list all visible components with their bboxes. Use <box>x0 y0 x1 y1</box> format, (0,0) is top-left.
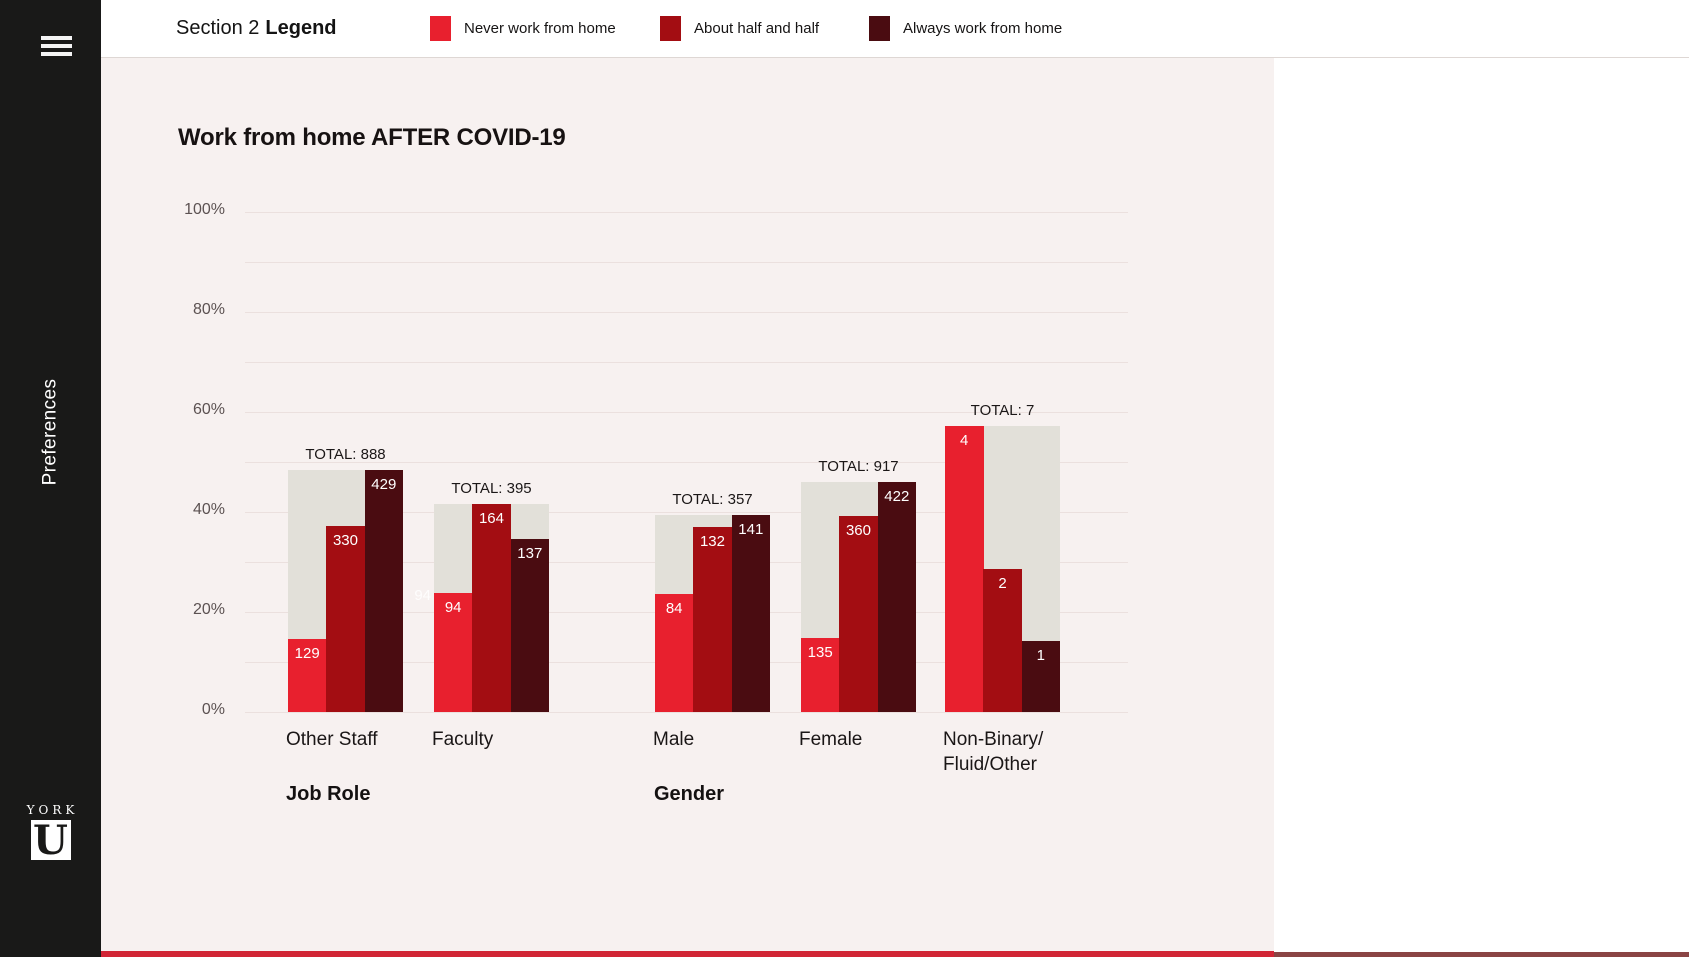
bar-male-half[interactable] <box>693 527 733 712</box>
bar-value-label: 135 <box>807 644 833 662</box>
logo-u-icon: U <box>30 820 71 862</box>
section-title-regular: Section 2 <box>176 17 260 39</box>
legend-swatch-icon <box>430 16 451 41</box>
total-label-faculty: TOTAL: 395 <box>451 480 532 498</box>
footer-strip-left <box>101 951 1274 957</box>
total-label-male: TOTAL: 357 <box>672 490 753 508</box>
y-axis-tick-label: 80% <box>192 301 225 318</box>
bar-value-label: 1 <box>1036 646 1045 664</box>
bar-non-binary-fluid-other-never[interactable] <box>945 426 984 712</box>
gridline <box>245 262 1128 263</box>
gridline <box>245 412 1128 413</box>
menu-icon-bar <box>41 36 72 40</box>
bar-female-half[interactable] <box>839 515 879 712</box>
bar-value-label: 137 <box>517 544 543 562</box>
gridline <box>245 212 1128 213</box>
chart-panel: Work from home AFTER COVID-19 0% 20% 40% 60… <box>101 58 1274 951</box>
total-label-other-staff: TOTAL: 888 <box>305 446 386 464</box>
bar-value-label: 164 <box>478 510 504 528</box>
category-label-female: Female <box>799 729 863 750</box>
legend-label: Always work from home <box>903 20 1063 37</box>
bar-value-label: 141 <box>738 520 764 538</box>
yorku-logo: YORK U <box>0 803 101 862</box>
bar-value-label: 422 <box>884 487 910 505</box>
gridline <box>245 462 1128 463</box>
preferences-tab[interactable]: Preferences <box>0 352 101 512</box>
menu-icon[interactable] <box>41 36 72 56</box>
y-axis-tick-label: 0% <box>201 701 225 718</box>
bar-value-label: 129 <box>294 645 320 663</box>
header: Section 2 Legend Never work from home Abou… <box>101 0 1689 58</box>
bar-male-never[interactable] <box>655 594 694 712</box>
category-label-other-staff: Other Staff <box>286 729 378 750</box>
total-label-female: TOTAL: 917 <box>818 457 899 475</box>
bar-value-label: 429 <box>371 476 397 494</box>
bar-non-binary-fluid-other-always[interactable] <box>1021 640 1060 712</box>
section-title-bold: Legend <box>265 17 337 39</box>
bar-female-never[interactable] <box>801 638 840 712</box>
gridline <box>245 512 1128 513</box>
section-title: Section 2 Legend <box>176 0 337 57</box>
legend-label: About half and half <box>694 20 820 37</box>
group-axis-label-gender: Gender <box>654 783 725 805</box>
preferences-label: Preferences <box>39 378 61 486</box>
bar-value-label: 2 <box>998 575 1007 593</box>
bar-value-label: 4 <box>959 432 969 450</box>
bar-non-binary-fluid-other-half[interactable] <box>983 569 1023 712</box>
bar-value-label: 132 <box>699 533 725 551</box>
legend-label: Never work from home <box>464 20 616 37</box>
bar-value-label: 84 <box>665 600 683 618</box>
category-label-faculty: Faculty <box>432 729 494 750</box>
logo-letter: U <box>33 817 68 864</box>
bar-other-staff-never[interactable] <box>288 639 327 712</box>
bar-female-always[interactable] <box>877 481 916 712</box>
footer-strip-right <box>1274 952 1689 957</box>
bar-male-always[interactable] <box>731 514 770 712</box>
bar-value-label: 94 <box>444 599 462 616</box>
group-axis-label-job-role: Job Role <box>286 783 371 805</box>
bar-other-staff-always[interactable] <box>364 470 403 712</box>
y-axis-tick-label: 40% <box>192 501 225 518</box>
y-axis-tick-label: 20% <box>192 601 225 618</box>
y-axis-tick-label: 60% <box>192 401 225 418</box>
legend-swatch-icon <box>660 16 681 41</box>
bar-value-label: 360 <box>845 521 871 539</box>
menu-icon-bar <box>41 44 72 48</box>
chart-title: Work from home AFTER COVID-19 <box>178 124 566 151</box>
gridline <box>245 712 1128 713</box>
gridline <box>245 312 1128 313</box>
total-label-non-binary-fluid-other: TOTAL: 7 <box>970 402 1035 420</box>
bar-faculty-never[interactable] <box>434 593 473 712</box>
category-label-non-binary-fluid-other: Non-Binary/ Fluid/Other <box>943 729 1044 775</box>
bar-value-label: 330 <box>332 532 358 550</box>
gridline <box>245 362 1128 363</box>
sidebar: Preferences YORK U <box>0 0 101 957</box>
category-label-male: Male <box>653 729 695 750</box>
bar-faculty-always[interactable] <box>510 538 549 712</box>
bar-other-staff-half[interactable] <box>326 526 366 712</box>
menu-icon-bar <box>41 52 72 56</box>
stray-value-label: 94 <box>414 587 431 604</box>
logo-wordmark: YORK <box>26 803 79 817</box>
legend-item[interactable]: About half and half <box>660 0 819 57</box>
legend-swatch-icon <box>869 16 890 41</box>
y-axis-tick-label: 100% <box>184 201 225 218</box>
legend-item[interactable]: Never work from home <box>430 0 616 57</box>
legend-item[interactable]: Always work from home <box>869 0 1062 57</box>
bar-faculty-half[interactable] <box>472 504 512 712</box>
